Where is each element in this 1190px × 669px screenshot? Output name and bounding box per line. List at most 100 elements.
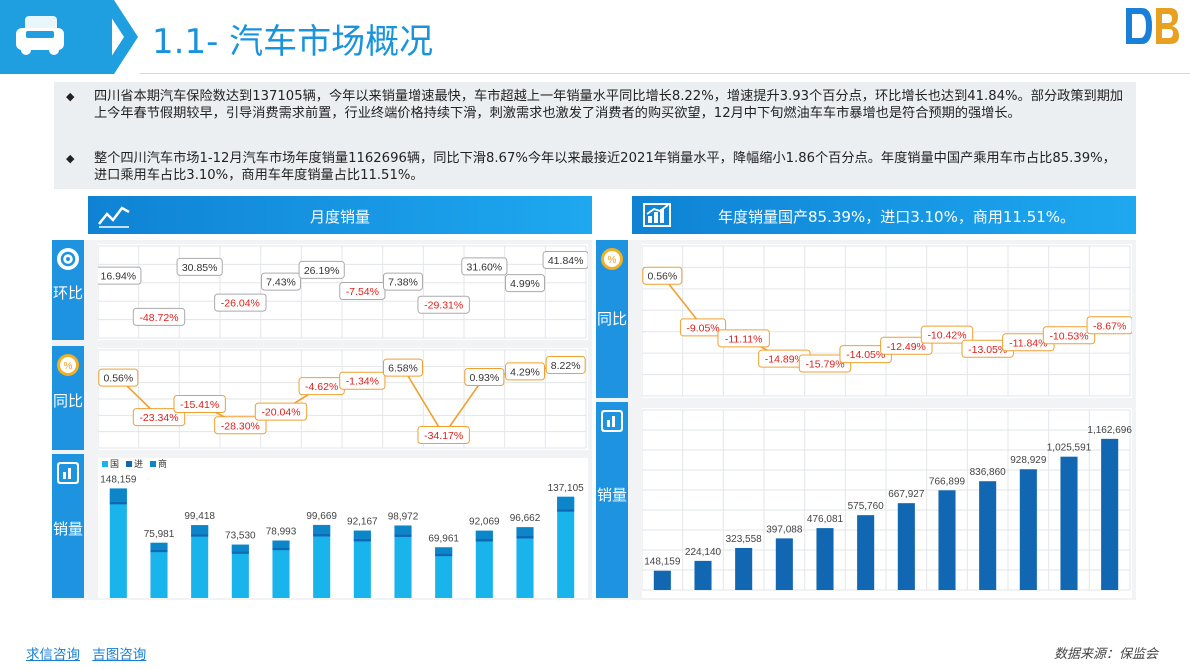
bar-segment-import — [557, 509, 575, 512]
data-label-box — [1086, 316, 1132, 335]
bar — [557, 496, 575, 598]
bar-value-label: 99,418 — [184, 511, 215, 522]
right-panel-header: 年度销量国产85.39%，进口3.10%，商用11.51%。 — [632, 196, 1136, 234]
data-label-box — [383, 272, 423, 291]
bar-value-label: 667,927 — [888, 489, 925, 500]
data-label-box — [545, 355, 586, 374]
data-label-box — [98, 266, 142, 285]
data-label: -7.54% — [346, 286, 379, 298]
data-label: -1.34% — [346, 376, 379, 388]
diamond-bullet-icon: ◆ — [66, 152, 75, 165]
data-label-box — [642, 266, 683, 285]
data-label: -11.84% — [1009, 337, 1047, 349]
data-label-box — [383, 358, 423, 377]
data-label: 7.43% — [266, 277, 296, 289]
side-tab-yoy: % 同比 — [52, 346, 84, 450]
header-chevron-icon — [100, 0, 138, 74]
data-label-box — [173, 394, 226, 413]
data-label: -29.31% — [424, 300, 463, 312]
bar-segment-commercial — [150, 542, 168, 550]
data-label: 8.22% — [551, 360, 581, 372]
data-label-box — [132, 307, 186, 326]
bar — [979, 481, 997, 590]
data-label-box — [920, 325, 974, 344]
left-panel-header: 月度销量 — [88, 196, 592, 234]
car-icon — [16, 16, 64, 55]
bar — [897, 503, 915, 590]
bar — [775, 538, 793, 590]
growth-chart-icon — [643, 203, 671, 227]
data-label-box — [417, 295, 470, 314]
data-label: 31.60% — [467, 261, 503, 273]
bar-segment-import — [394, 534, 412, 537]
data-label: 26.19% — [304, 265, 340, 277]
summary-paragraph-1: ◆ 四川省本期汽车保险数达到137105辆，今年以来销量增速最快，车市超越上一年… — [66, 89, 1124, 121]
data-label: 4.99% — [510, 278, 540, 290]
data-label: -23.34% — [139, 412, 178, 424]
svg-text:%: % — [608, 255, 617, 266]
bar-segment-commercial — [516, 527, 534, 536]
source-link-jitu[interactable]: 吉图咨询 — [92, 647, 147, 663]
data-source-note: 数据来源：保监会 — [1054, 647, 1159, 662]
bar-segment-import — [191, 534, 209, 537]
page-header: 1.1- 汽车市场概况 — [0, 0, 1190, 76]
bar-value-label: 1,162,696 — [1087, 425, 1132, 436]
bar-value-label: 69,961 — [428, 533, 459, 544]
bar-value-label: 75,981 — [144, 529, 175, 540]
data-label: -13.05% — [968, 344, 1007, 356]
data-label-box — [132, 408, 186, 427]
bar — [313, 524, 331, 598]
bar-segment-import — [231, 551, 249, 554]
right-panel: % 同比 销量 0.56% -9.05% -11.11% -14.89% -15.79%… — [596, 240, 1136, 600]
data-label-box — [261, 272, 301, 291]
side-label-sales: 销量 — [52, 520, 83, 538]
data-label-box — [464, 367, 505, 386]
data-label-box — [1042, 326, 1096, 345]
legend-label: 进 — [134, 459, 143, 469]
bar-segment-import — [475, 538, 493, 542]
bar-chart-icon — [57, 462, 79, 484]
data-label: -28.30% — [221, 420, 260, 432]
data-label: 7.38% — [388, 277, 418, 289]
bar — [857, 515, 875, 590]
left-panel: 环比 % 同比 销量 16.94% -48.72% 30.85% -26.04% 7.4… — [52, 240, 592, 600]
bar-value-label: 836,860 — [970, 467, 1007, 478]
data-label-box — [339, 371, 386, 390]
bar-segment-commercial — [353, 530, 371, 539]
data-label: 0.93% — [469, 372, 499, 384]
side-label-yoy: 同比 — [52, 392, 83, 410]
gridlines — [642, 409, 1131, 591]
header-accent — [0, 0, 112, 74]
panel-separator — [642, 398, 1132, 408]
bar-value-label: 78,993 — [266, 527, 297, 538]
data-label: -15.79% — [805, 359, 844, 371]
bar-value-label: 766,899 — [929, 476, 966, 487]
bar — [938, 490, 956, 590]
side-tab-mom: 环比 — [52, 240, 84, 340]
bar-value-label: 148,159 — [100, 474, 137, 485]
data-label-box — [417, 425, 470, 444]
data-label: -15.41% — [180, 399, 219, 411]
data-label: -12.49% — [887, 341, 926, 353]
bar-segment-import — [516, 535, 534, 539]
source-link-qiuxin[interactable]: 求信咨询 — [26, 647, 80, 663]
bar-value-label: 96,662 — [510, 513, 541, 524]
bar-value-label: 137,105 — [548, 483, 585, 494]
bar-segment-import — [109, 501, 127, 505]
data-label-box — [505, 362, 545, 381]
bar — [109, 488, 127, 598]
percent-icon: % — [601, 248, 623, 270]
header-divider — [140, 73, 1190, 74]
bar-value-label: 575,760 — [848, 501, 885, 512]
data-label-box — [679, 318, 727, 337]
left-panel-title: 月度销量 — [310, 208, 371, 226]
data-label-box — [254, 402, 308, 421]
summary-box: ◆ 四川省本期汽车保险数达到137105辆，今年以来销量增速最快，车市超越上一年… — [54, 82, 1136, 189]
data-label: -14.05% — [846, 349, 885, 361]
bar — [694, 560, 712, 590]
bar — [150, 542, 168, 598]
bar-value-label: 397,088 — [766, 524, 803, 535]
bar — [653, 570, 671, 590]
bar-value-label: 73,530 — [225, 531, 256, 542]
bar-segment-commercial — [394, 525, 412, 535]
